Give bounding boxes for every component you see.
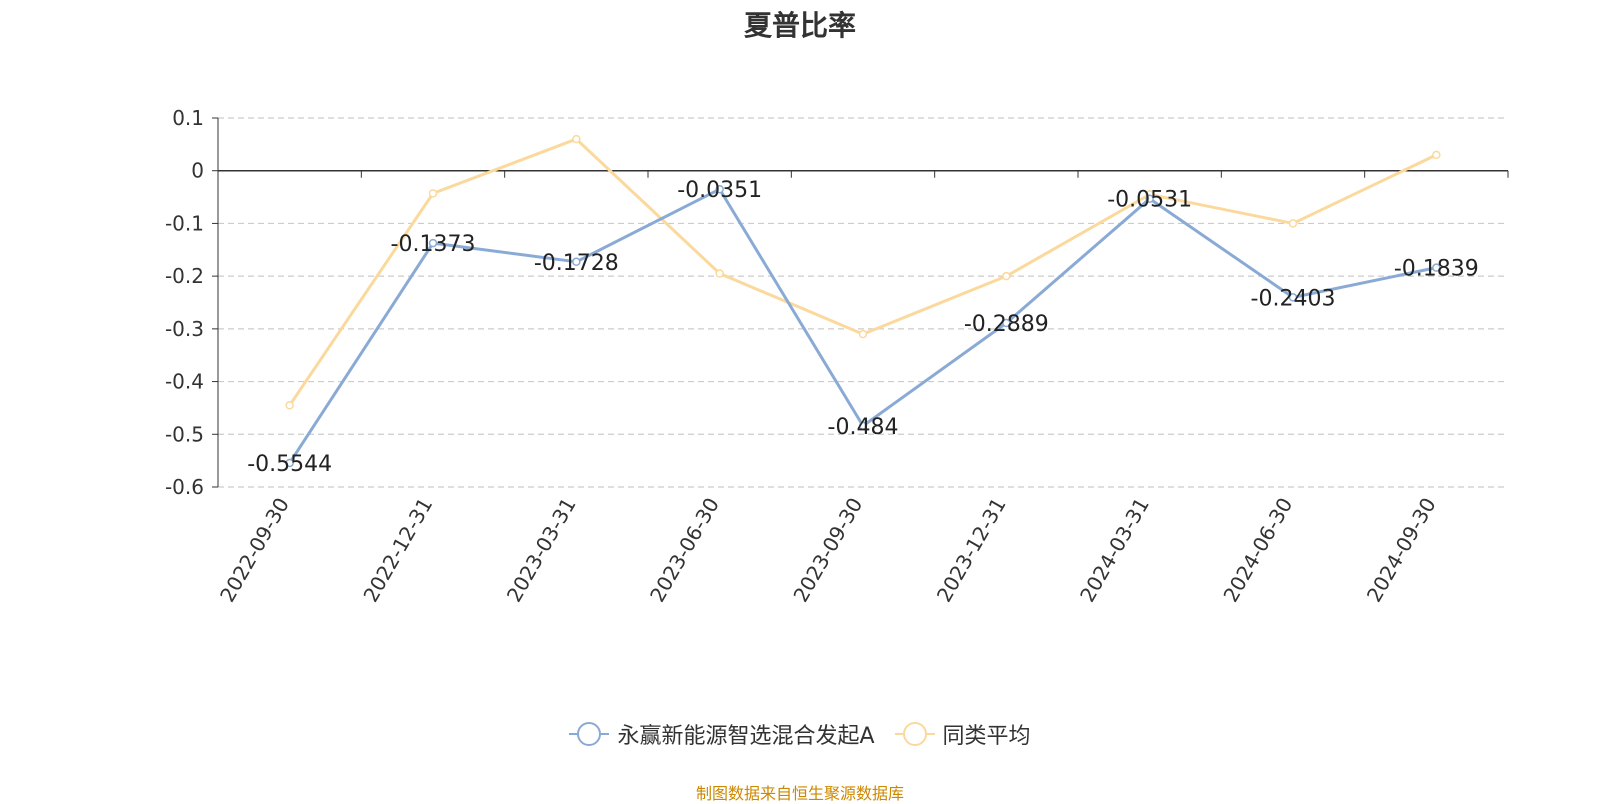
legend-swatch-circle	[577, 722, 602, 746]
data-point	[1002, 318, 1011, 328]
series-lines	[285, 134, 1441, 468]
legend-item-0[interactable]: 永赢新能源智选混合发起A	[569, 718, 875, 750]
data-point	[1288, 219, 1298, 228]
x-tick-label: 2023-12-31	[932, 493, 1011, 606]
axes: 0.1 0 -0.1 -0.2 -0.3 -0.4 -0.5 -0.6 2022-09-30 20…	[165, 106, 1509, 607]
data-point	[1145, 194, 1154, 203]
data-label: -0.484	[828, 415, 899, 440]
x-tick-label: 2023-09-30	[788, 494, 867, 607]
legend: 永赢新能源智选混合发起A 同类平均	[0, 718, 1600, 750]
x-tick-label: 2022-09-30	[215, 494, 294, 607]
legend-label: 永赢新能源智选混合发起A	[617, 724, 875, 749]
series-line-1	[288, 137, 1437, 407]
y-tick-label: -0.6	[165, 475, 204, 499]
y-tick-label: -0.2	[165, 264, 204, 288]
source-note: 制图数据来自恒生聚源数据库	[695, 784, 904, 803]
data-point	[428, 238, 438, 248]
y-tick-label: -0.5	[165, 422, 204, 446]
data-point	[428, 189, 438, 198]
y-tick-label: -0.4	[165, 370, 204, 394]
data-point	[858, 421, 868, 431]
x-tick-label: 2024-06-30	[1218, 494, 1297, 607]
x-tick-label: 2024-09-30	[1362, 494, 1441, 607]
data-label: -0.5544	[247, 452, 332, 477]
data-point	[715, 269, 724, 278]
x-tick-label: 2023-03-31	[502, 494, 581, 607]
x-tick-label: 2022-12-31	[358, 494, 437, 607]
grid-lines	[218, 117, 1508, 488]
data-point	[1002, 271, 1011, 281]
data-label: -0.1728	[534, 251, 619, 276]
y-tick-label: 0.1	[172, 106, 204, 130]
y-tick-label: -0.3	[165, 317, 204, 341]
data-point	[858, 329, 868, 339]
legend-item-1[interactable]: 同类平均	[894, 718, 1031, 750]
legend-label: 同类平均	[942, 724, 1031, 749]
data-label: -0.0531	[1107, 188, 1192, 213]
legend-swatch-icon	[894, 722, 935, 746]
legend-swatch-icon	[569, 722, 610, 746]
data-point	[715, 184, 724, 194]
data-point	[1288, 293, 1298, 302]
data-point	[572, 134, 581, 144]
x-tick-label: 2023-06-30	[645, 494, 724, 607]
data-label: -0.0351	[677, 178, 762, 203]
data-label: -0.1839	[1394, 257, 1479, 282]
legend-swatch-circle	[902, 722, 927, 746]
data-label: -0.2403	[1251, 286, 1336, 311]
data-label: -0.1373	[391, 232, 476, 257]
data-point	[572, 257, 581, 267]
data-point	[285, 401, 294, 410]
data-label: -0.2889	[964, 312, 1049, 337]
x-tick-label: 2024-03-31	[1075, 494, 1154, 607]
data-point	[1432, 150, 1441, 160]
data-point	[1432, 263, 1441, 272]
chart-title: 夏普比率	[743, 9, 856, 42]
data-point	[285, 458, 294, 468]
y-tick-label: 0	[191, 159, 204, 183]
data-labels: -0.5544 -0.1373 -0.1728 -0.0351 -0.484 -0.288…	[247, 178, 1479, 477]
y-tick-label: -0.1	[165, 211, 204, 235]
